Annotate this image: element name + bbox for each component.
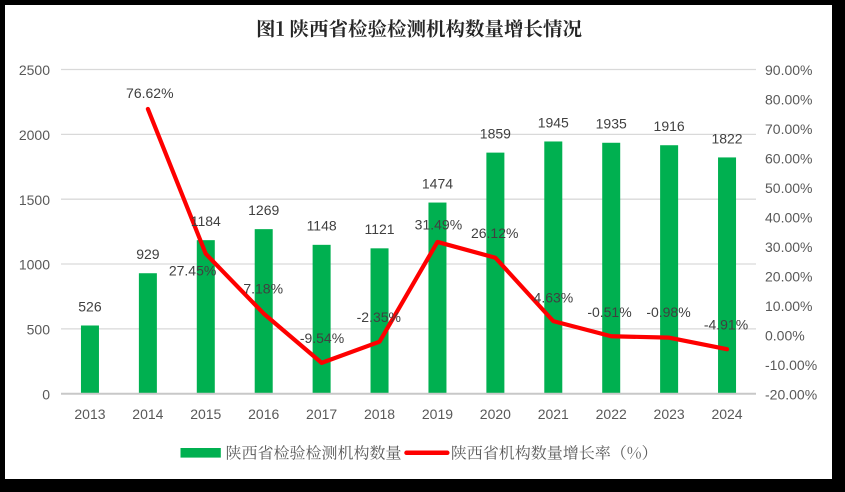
svg-text:31.49%: 31.49% xyxy=(415,216,462,232)
svg-text:1859: 1859 xyxy=(480,126,511,142)
svg-text:90.00%: 90.00% xyxy=(765,62,812,78)
svg-text:7.18%: 7.18% xyxy=(243,281,283,297)
svg-text:1184: 1184 xyxy=(191,213,221,229)
svg-text:2022: 2022 xyxy=(596,406,627,422)
svg-text:2020: 2020 xyxy=(480,406,511,422)
svg-text:1000: 1000 xyxy=(19,257,50,273)
svg-text:1916: 1916 xyxy=(654,118,685,134)
svg-text:-9.54%: -9.54% xyxy=(300,330,344,346)
svg-text:1148: 1148 xyxy=(307,218,337,234)
svg-text:76.62%: 76.62% xyxy=(126,85,173,101)
svg-text:2019: 2019 xyxy=(422,406,453,422)
svg-text:1121: 1121 xyxy=(364,221,394,237)
svg-text:-2.35%: -2.35% xyxy=(357,309,401,325)
svg-text:60.00%: 60.00% xyxy=(765,151,812,167)
svg-text:10.00%: 10.00% xyxy=(765,298,812,314)
svg-text:1935: 1935 xyxy=(596,116,627,132)
svg-text:929: 929 xyxy=(136,246,160,262)
svg-text:0: 0 xyxy=(42,386,50,402)
svg-text:500: 500 xyxy=(27,322,51,338)
svg-text:1474: 1474 xyxy=(422,175,453,191)
svg-text:26.12%: 26.12% xyxy=(471,225,518,241)
svg-text:80.00%: 80.00% xyxy=(765,92,812,108)
svg-text:1269: 1269 xyxy=(248,202,279,218)
svg-text:-0.51%: -0.51% xyxy=(587,304,631,320)
svg-text:0.00%: 0.00% xyxy=(765,327,805,343)
svg-text:-10.00%: -10.00% xyxy=(765,357,817,373)
svg-text:2015: 2015 xyxy=(190,406,221,422)
svg-text:2500: 2500 xyxy=(19,62,50,78)
svg-text:1822: 1822 xyxy=(711,130,742,146)
svg-text:1945: 1945 xyxy=(538,114,569,130)
svg-text:27.45%: 27.45% xyxy=(169,263,216,279)
svg-text:526: 526 xyxy=(78,298,102,314)
svg-text:1500: 1500 xyxy=(19,192,50,208)
svg-text:20.00%: 20.00% xyxy=(765,269,812,285)
svg-text:30.00%: 30.00% xyxy=(765,239,812,255)
svg-text:2017: 2017 xyxy=(306,406,337,422)
svg-text:2000: 2000 xyxy=(19,127,50,143)
svg-text:2018: 2018 xyxy=(364,406,395,422)
svg-text:2021: 2021 xyxy=(538,406,569,422)
svg-text:4.63%: 4.63% xyxy=(534,289,574,305)
svg-text:40.00%: 40.00% xyxy=(765,210,812,226)
svg-text:70.00%: 70.00% xyxy=(765,121,812,137)
svg-text:2013: 2013 xyxy=(74,406,105,422)
svg-text:2016: 2016 xyxy=(248,406,279,422)
svg-text:2023: 2023 xyxy=(654,406,685,422)
svg-text:2014: 2014 xyxy=(132,406,163,422)
svg-text:-4.91%: -4.91% xyxy=(704,316,748,332)
svg-text:2024: 2024 xyxy=(711,406,742,422)
svg-text:50.00%: 50.00% xyxy=(765,180,812,196)
svg-text:-20.00%: -20.00% xyxy=(765,386,817,402)
svg-text:-0.98%: -0.98% xyxy=(646,304,690,320)
